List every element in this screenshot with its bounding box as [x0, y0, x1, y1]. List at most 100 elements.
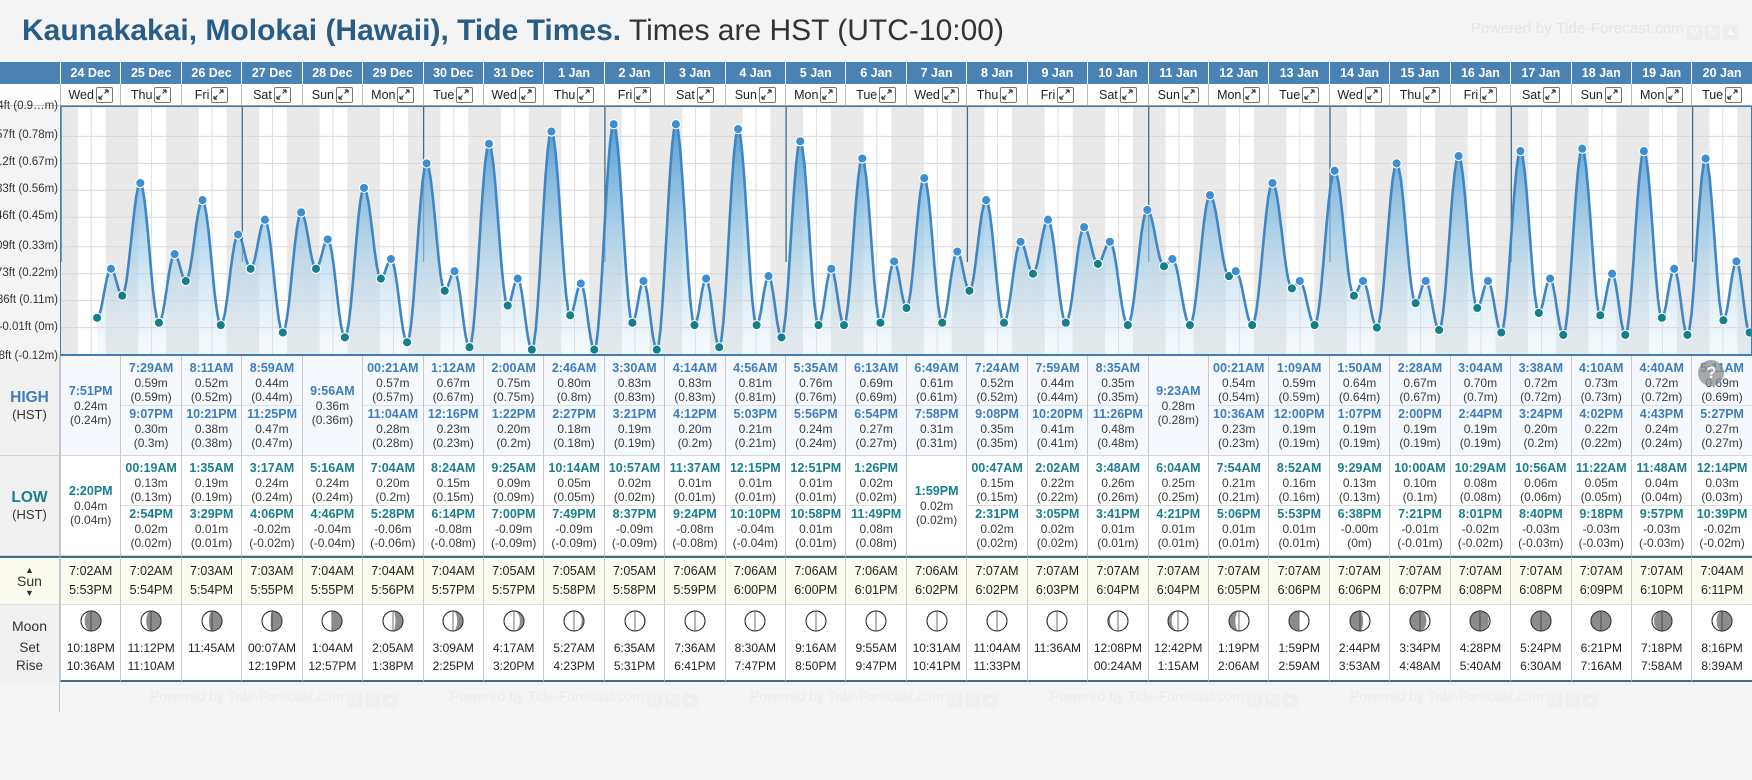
tide-time: 2:02AM — [1035, 461, 1080, 475]
expand-day-icon[interactable] — [941, 86, 959, 103]
tide-time: 9:07PM — [129, 407, 174, 421]
moonset-time: 5:27AM — [553, 641, 595, 655]
expand-day-icon[interactable] — [577, 86, 595, 103]
low-tide-cell: 11:37AM 0.01m (0.01m) 9:24PM -0.08m (-0.08m) — [664, 456, 725, 556]
tide-time: 00:21AM — [1213, 361, 1265, 375]
date-header-cell[interactable]: 14 Jan — [1328, 62, 1389, 84]
date-header-cell[interactable]: 28 Dec — [301, 62, 362, 84]
expand-day-icon[interactable] — [1302, 86, 1320, 103]
expand-day-icon[interactable] — [1243, 86, 1261, 103]
date-header-cell[interactable]: 24 Dec — [60, 62, 120, 84]
expand-day-icon[interactable] — [696, 86, 714, 103]
tide-time: 8:35AM — [1095, 361, 1141, 375]
expand-day-icon[interactable] — [456, 86, 474, 103]
weekday-label: Wed — [914, 87, 940, 102]
expand-day-icon[interactable] — [1604, 86, 1622, 103]
expand-day-icon[interactable] — [1119, 86, 1137, 103]
expand-day-icon[interactable] — [634, 86, 652, 103]
date-header-cell[interactable]: 11 Jan — [1147, 62, 1208, 84]
sunrise-time: 7:06AM — [915, 564, 959, 578]
moonset-time: 12:08PM — [1093, 641, 1142, 655]
date-header-cell[interactable]: 2 Jan — [603, 62, 664, 84]
expand-day-icon[interactable] — [1057, 86, 1075, 103]
date-header-cell[interactable]: 13 Jan — [1268, 62, 1328, 84]
high-tide-cell: 00:21AM 0.57m (0.57m) 11:04AM 0.28m (0.28m) — [362, 356, 423, 456]
date-header-cell[interactable]: 6 Jan — [845, 62, 905, 84]
tide-time: 12:14PM — [1696, 461, 1748, 475]
tide-height: 0.09m — [496, 476, 531, 490]
date-header-cell[interactable]: 27 Dec — [241, 62, 301, 84]
expand-day-icon[interactable] — [154, 86, 172, 103]
expand-day-icon[interactable] — [211, 86, 229, 103]
moon-cell: 10:18PM 10:36AM — [60, 604, 121, 682]
high-tide-event: 8:11AM 0.52m (0.52m) — [182, 360, 241, 405]
tide-time: 9:56AM — [310, 384, 355, 398]
tide-height-alt: (0.81m) — [734, 390, 777, 404]
date-header-cell[interactable]: 7 Jan — [905, 62, 966, 84]
date-header-cell[interactable]: 9 Jan — [1026, 62, 1087, 84]
date-header-cell[interactable]: 1 Jan — [543, 62, 603, 84]
date-header-cell[interactable]: 15 Jan — [1389, 62, 1449, 84]
date-header-cell[interactable]: 17 Jan — [1510, 62, 1570, 84]
tide-height: -0.03m — [1522, 522, 1560, 536]
weekday-header-cell: Sun — [724, 84, 786, 106]
tide-time: 3:04AM — [1458, 361, 1503, 375]
expand-day-icon[interactable] — [1181, 86, 1199, 103]
expand-day-icon[interactable] — [397, 86, 415, 103]
date-header-cell[interactable]: 25 Dec — [120, 62, 180, 84]
sunrise-time: 7:06AM — [733, 564, 777, 578]
footer-watermark-text: Powered by Tide-Forecast.com — [1350, 688, 1544, 704]
expand-day-icon[interactable] — [1000, 86, 1018, 103]
date-header-cell[interactable]: 12 Jan — [1208, 62, 1268, 84]
weekday-header-row: Wed Thu Fri Sat Sun Mon Tue Wed Thu Fri Sat Sun Mon T… — [0, 84, 1752, 106]
date-header-cell[interactable]: 31 Dec — [482, 62, 543, 84]
date-header-cell[interactable]: 29 Dec — [362, 62, 422, 84]
weekday-header-cell: Wed — [482, 84, 544, 106]
moon-cell: 6:35AM 5:31PM — [603, 604, 665, 682]
date-header-cell[interactable]: 4 Jan — [724, 62, 785, 84]
date-header-cell[interactable]: 8 Jan — [966, 62, 1026, 84]
sunrise-time: 7:04AM — [371, 564, 415, 578]
moon-cell: 5:27AM 4:23PM — [543, 604, 604, 682]
low-tide-cell: 11:48AM 0.04m (0.04m) 9:57PM -0.03m (-0.03m) — [1630, 456, 1692, 556]
date-header-cell[interactable]: 16 Jan — [1449, 62, 1510, 84]
moon-cell: 7:36AM 6:41PM — [664, 604, 725, 682]
expand-day-icon[interactable] — [879, 86, 897, 103]
tide-height: 0.19m — [1342, 422, 1377, 436]
weekday-label: Mon — [794, 87, 819, 102]
expand-day-icon[interactable] — [1364, 86, 1382, 103]
help-badge-icon[interactable]: ? — [1698, 360, 1725, 386]
expand-day-icon[interactable] — [758, 86, 776, 103]
date-header-cell[interactable]: 18 Jan — [1570, 62, 1631, 84]
expand-day-icon[interactable] — [95, 86, 113, 103]
tide-height: 0.38m — [194, 422, 229, 436]
tide-time: 9:23AM — [1156, 384, 1201, 398]
expand-day-icon[interactable] — [336, 86, 354, 103]
tide-time: 2:54PM — [129, 507, 174, 521]
date-header-cell[interactable]: 26 Dec — [180, 62, 241, 84]
low-tide-event: 2:02AM 0.22m (0.22m) — [1028, 460, 1087, 505]
expand-day-icon[interactable] — [518, 86, 536, 103]
expand-day-icon[interactable] — [1480, 86, 1498, 103]
weekday-header-cell: Thu — [543, 84, 604, 106]
date-header-cell[interactable]: 10 Jan — [1087, 62, 1147, 84]
expand-day-icon[interactable] — [273, 86, 291, 103]
watermark-refresh-icon: ↻ — [964, 693, 980, 708]
date-header-cell[interactable]: 5 Jan — [785, 62, 845, 84]
date-header-cell[interactable]: 30 Dec — [422, 62, 483, 84]
expand-day-icon[interactable] — [1542, 86, 1560, 103]
expand-day-icon[interactable] — [1666, 86, 1684, 103]
chart-plot-area[interactable] — [60, 106, 1752, 356]
expand-day-icon[interactable] — [1423, 86, 1441, 103]
sunset-time: 5:55PM — [310, 583, 354, 597]
date-header-cell[interactable]: 19 Jan — [1630, 62, 1691, 84]
low-tide-event: 2:20PM 0.04m (0.04m) — [61, 483, 120, 528]
expand-day-icon[interactable] — [820, 86, 838, 103]
tide-time: 4:12PM — [673, 407, 717, 421]
low-tide-event: 5:06PM 0.01m (0.01m) — [1209, 505, 1269, 551]
sun-cell: 7:05AM 5:58PM — [603, 556, 665, 604]
low-tide-event: 1:59PM 0.02m (0.02m) — [907, 483, 966, 528]
expand-day-icon[interactable] — [1725, 86, 1743, 103]
date-header-cell[interactable]: 20 Jan — [1691, 62, 1751, 84]
date-header-cell[interactable]: 3 Jan — [664, 62, 724, 84]
